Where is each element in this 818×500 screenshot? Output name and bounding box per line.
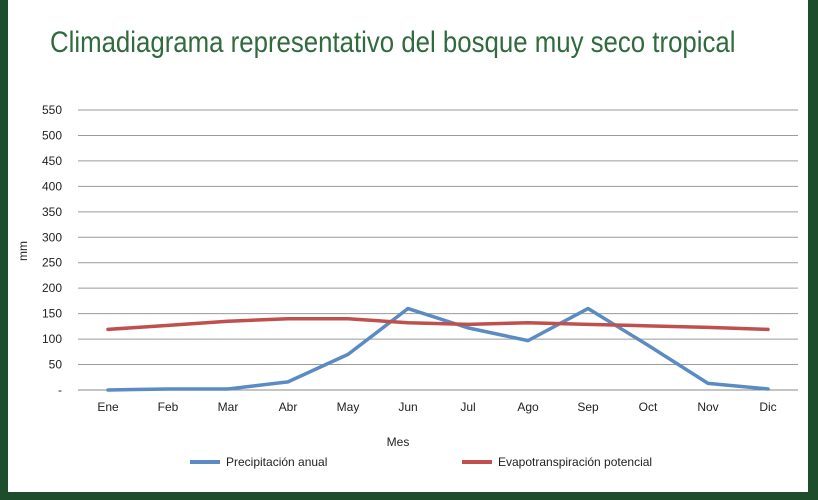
legend-label-precipitacion: Precipitación anual [226, 455, 327, 469]
data-point [346, 317, 350, 321]
series-line-0 [106, 306, 770, 392]
legend: Precipitación anual Evapotranspiración p… [190, 455, 652, 469]
data-point [766, 327, 770, 331]
data-point [346, 352, 350, 356]
data-point [106, 327, 110, 331]
y-tick-label: 500 [42, 128, 62, 142]
y-tick-label: 100 [42, 332, 62, 346]
data-point [226, 387, 230, 391]
data-point [226, 319, 230, 323]
data-point [466, 326, 470, 330]
chart-title: Climadiagrama representativo del bosque … [50, 26, 736, 59]
y-tick-label: 450 [42, 154, 62, 168]
data-point [106, 388, 110, 392]
x-tick-label: Feb [158, 400, 179, 414]
y-tick-label: 400 [42, 179, 62, 193]
y-tick-label: 350 [42, 205, 62, 219]
data-point [586, 322, 590, 326]
x-tick-label: Nov [697, 400, 718, 414]
x-tick-label: Jun [398, 400, 417, 414]
y-tick-label: - [58, 383, 62, 397]
data-point [466, 322, 470, 326]
x-tick-label: Dic [759, 400, 776, 414]
data-point [406, 321, 410, 325]
data-point [526, 321, 530, 325]
chart-frame [8, 0, 808, 492]
data-point [706, 325, 710, 329]
x-tick-label: Ene [97, 400, 119, 414]
data-point [166, 323, 170, 327]
legend-label-evapotranspiracion: Evapotranspiración potencial [498, 455, 652, 469]
y-tick-labels: - 50 100 150 200 250 300 350 400 450 500 550 [42, 103, 62, 397]
y-tick-label: 200 [42, 281, 62, 295]
data-point [646, 324, 650, 328]
series-lines [106, 306, 770, 392]
data-point [286, 380, 290, 384]
data-point [286, 317, 290, 321]
x-tick-label: Abr [279, 400, 298, 414]
x-axis-label: Mes [387, 435, 410, 449]
y-tick-label: 150 [42, 307, 62, 321]
x-tick-label: Mar [218, 400, 239, 414]
x-tick-labels: Ene Feb Mar Abr May Jun Jul Ago Sep Oct Nov Dic [97, 400, 776, 414]
y-axis-label: mm [16, 241, 30, 261]
data-point [646, 343, 650, 347]
data-point [706, 381, 710, 385]
x-tick-label: Sep [577, 400, 599, 414]
data-point [406, 307, 410, 311]
x-tick-label: Oct [639, 400, 658, 414]
data-point [586, 307, 590, 311]
y-tick-label: 50 [49, 358, 63, 372]
y-tick-label: 550 [42, 103, 62, 117]
series-line-1 [106, 316, 770, 332]
x-tick-label: Jul [460, 400, 475, 414]
data-point [766, 387, 770, 391]
y-tick-label: 300 [42, 230, 62, 244]
y-tick-label: 250 [42, 256, 62, 270]
data-point [166, 387, 170, 391]
data-point [526, 339, 530, 343]
x-tick-label: Ago [517, 400, 539, 414]
x-tick-label: May [337, 400, 360, 414]
gridlines [78, 109, 798, 391]
